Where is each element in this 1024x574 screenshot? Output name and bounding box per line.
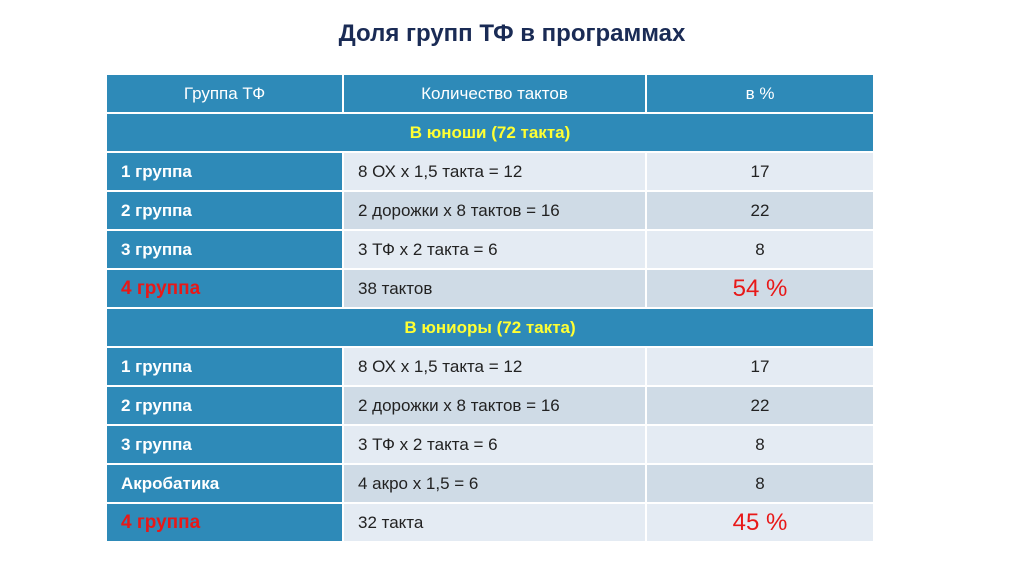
table-row: 4 группа 32 такта 45 % bbox=[105, 502, 875, 543]
section-row: В юниоры (72 такта) bbox=[105, 307, 875, 348]
table-header-row: Группа ТФ Количество тактов в % bbox=[105, 73, 875, 114]
table-row: 2 группа 2 дорожки x 8 тактов = 16 22 bbox=[105, 385, 875, 426]
group-cell: 4 группа bbox=[105, 268, 344, 309]
table-body: Группа ТФ Количество тактов в % В юноши … bbox=[105, 73, 875, 543]
section-label: В юниоры (72 такта) bbox=[105, 307, 875, 348]
page-title: Доля групп ТФ в программах bbox=[338, 20, 686, 47]
percent-cell: 8 bbox=[645, 424, 875, 465]
group-cell: 3 группа bbox=[105, 229, 344, 270]
count-cell: 2 дорожки x 8 тактов = 16 bbox=[342, 190, 647, 231]
count-cell: 8 ОХ x 1,5 такта = 12 bbox=[342, 346, 647, 387]
tf-groups-table: Группа ТФ Количество тактов в % В юноши … bbox=[105, 73, 875, 543]
table-row: 4 группа 38 тактов 54 % bbox=[105, 268, 875, 309]
percent-cell: 17 bbox=[645, 151, 875, 192]
count-cell: 38 тактов bbox=[342, 268, 647, 309]
header-group: Группа ТФ bbox=[105, 73, 344, 114]
group-cell: 1 группа bbox=[105, 151, 344, 192]
percent-cell: 17 bbox=[645, 346, 875, 387]
percent-cell: 8 bbox=[645, 229, 875, 270]
group-cell: 2 группа bbox=[105, 385, 344, 426]
group-cell: 1 группа bbox=[105, 346, 344, 387]
count-cell: 3 ТФ x 2 такта = 6 bbox=[342, 424, 647, 465]
count-cell: 32 такта bbox=[342, 502, 647, 543]
count-cell: 8 ОХ x 1,5 такта = 12 bbox=[342, 151, 647, 192]
section-row: В юноши (72 такта) bbox=[105, 112, 875, 153]
section-label: В юноши (72 такта) bbox=[105, 112, 875, 153]
percent-cell: 45 % bbox=[645, 502, 875, 543]
group-cell: 3 группа bbox=[105, 424, 344, 465]
percent-cell: 8 bbox=[645, 463, 875, 504]
count-cell: 3 ТФ x 2 такта = 6 bbox=[342, 229, 647, 270]
table-row: 2 группа 2 дорожки x 8 тактов = 16 22 bbox=[105, 190, 875, 231]
count-cell: 4 акро x 1,5 = 6 bbox=[342, 463, 647, 504]
percent-cell: 54 % bbox=[645, 268, 875, 309]
group-cell: Акробатика bbox=[105, 463, 344, 504]
table-row: 1 группа 8 ОХ x 1,5 такта = 12 17 bbox=[105, 151, 875, 192]
header-count: Количество тактов bbox=[342, 73, 647, 114]
group-cell: 2 группа bbox=[105, 190, 344, 231]
percent-cell: 22 bbox=[645, 385, 875, 426]
group-cell: 4 группа bbox=[105, 502, 344, 543]
percent-cell: 22 bbox=[645, 190, 875, 231]
table-row: 1 группа 8 ОХ x 1,5 такта = 12 17 bbox=[105, 346, 875, 387]
count-cell: 2 дорожки x 8 тактов = 16 bbox=[342, 385, 647, 426]
header-percent: в % bbox=[645, 73, 875, 114]
